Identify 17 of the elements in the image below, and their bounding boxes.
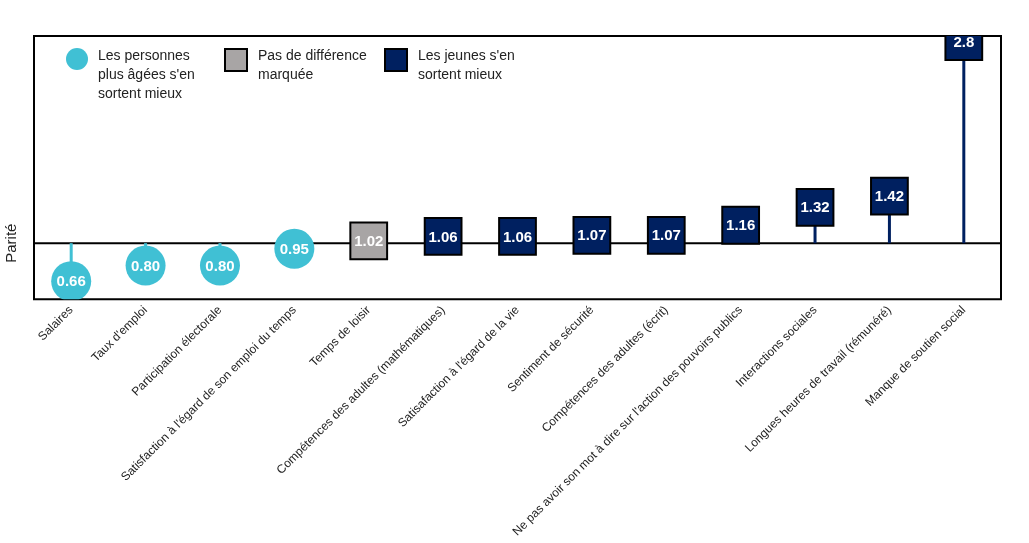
data-label: 1.16: [726, 216, 756, 234]
data-label: 1.42: [874, 187, 905, 205]
ref-line-label: Parité: [2, 223, 20, 263]
legend-label: Pas de différence marquée: [258, 46, 368, 84]
legend-label: Les personnes plus âgées s'en sortent mieux: [98, 46, 196, 103]
legend-label: Les jeunes s'en sortent mieux: [418, 46, 516, 84]
data-label: 1.06: [428, 227, 458, 245]
data-label: 2.8: [953, 32, 975, 50]
data-label: 0.80: [205, 256, 235, 274]
data-label: 1.07: [651, 226, 681, 244]
data-label: 0.66: [56, 272, 86, 290]
data-label: 0.80: [130, 256, 161, 274]
data-label: 1.02: [354, 232, 384, 250]
data-label: 1.06: [502, 227, 533, 245]
data-label: 1.07: [577, 226, 607, 244]
data-label: 1.32: [800, 198, 830, 216]
data-label: 0.95: [279, 239, 309, 257]
